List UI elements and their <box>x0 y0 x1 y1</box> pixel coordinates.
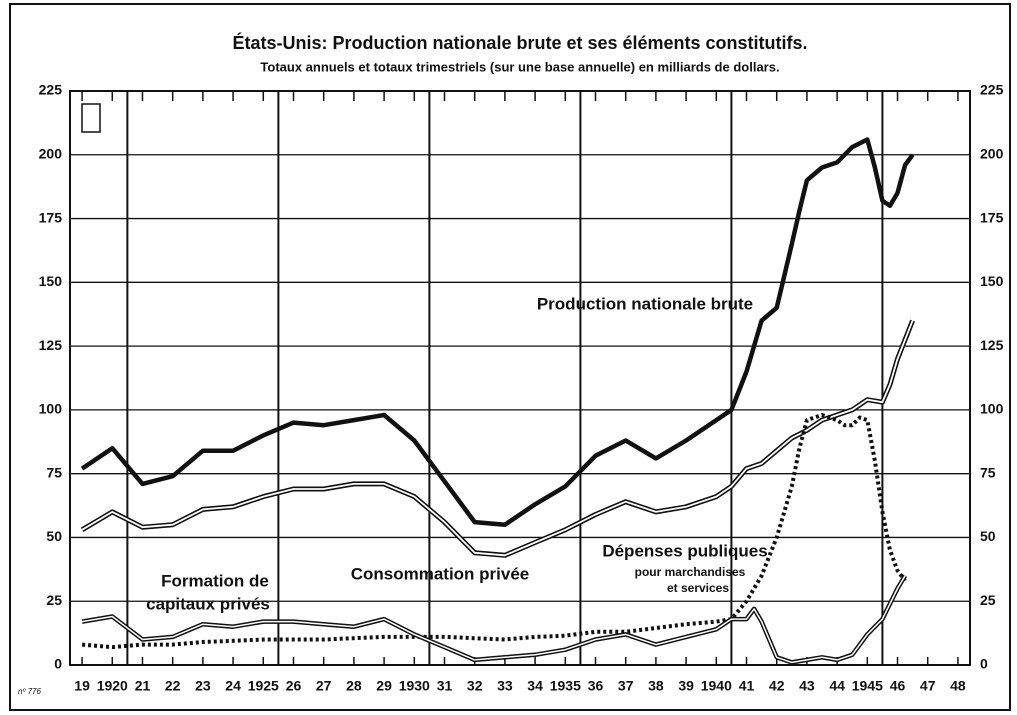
x-tick-label: 29 <box>376 678 392 694</box>
y-tick-label: 150 <box>39 273 63 289</box>
y-tick-label: 100 <box>39 401 63 417</box>
y2-tick-label: 125 <box>980 337 1004 353</box>
y2-tick-label: 50 <box>980 528 996 544</box>
y2-tick-label: 175 <box>980 209 1004 225</box>
series-line-inner <box>81 575 906 664</box>
x-tick-label: 22 <box>165 678 181 694</box>
x-tick-label: 1945 <box>852 678 883 694</box>
y2-tick-label: 100 <box>980 401 1004 417</box>
y-tick-label: 75 <box>46 464 62 480</box>
series-line <box>80 137 915 527</box>
y2-tick-label: 75 <box>980 464 996 480</box>
series-line <box>80 319 915 558</box>
x-tick-label: 24 <box>225 678 241 694</box>
note: nº 776 <box>18 687 41 696</box>
x-tick-label: 1940 <box>701 678 732 694</box>
y-tick-label: 0 <box>54 656 62 672</box>
x-tick-label: 47 <box>920 678 936 694</box>
logo <box>81 103 101 133</box>
y-tick-label: 175 <box>39 209 63 225</box>
x-tick-label: 42 <box>769 678 785 694</box>
annotation: Formation de <box>161 571 269 590</box>
y2-tick-label: 225 <box>980 82 1004 98</box>
annotation: Dépenses publiques <box>602 541 767 560</box>
x-tick-label: 32 <box>467 678 483 694</box>
x-tick-label: 23 <box>195 678 211 694</box>
x-tick-label: 31 <box>437 678 453 694</box>
x-tick-label: 26 <box>286 678 302 694</box>
annotation: capitaux privés <box>146 594 270 613</box>
x-tick-label: 1925 <box>248 678 279 694</box>
chart-title: États-Unis: Production nationale brute e… <box>232 32 807 53</box>
x-tick-label: 48 <box>950 678 966 694</box>
outer-frame <box>9 3 1011 711</box>
y2-tick-label: 150 <box>980 273 1004 289</box>
y2-tick-label: 200 <box>980 145 1004 161</box>
x-tick-label: 38 <box>648 678 664 694</box>
y-tick-label: 50 <box>46 528 62 544</box>
x-tick-label: 43 <box>799 678 815 694</box>
x-tick-label: 1935 <box>550 678 581 694</box>
annotation: et services <box>667 581 729 595</box>
y-tick-label: 225 <box>39 82 63 98</box>
annotation: Production nationale brute <box>537 294 753 313</box>
x-tick-label: 36 <box>588 678 604 694</box>
x-tick-label: 21 <box>135 678 151 694</box>
x-tick-label: 27 <box>316 678 332 694</box>
x-tick-label: 28 <box>346 678 362 694</box>
x-tick-label: 1920 <box>97 678 128 694</box>
y2-tick-label: 0 <box>980 656 988 672</box>
y-tick-label: 200 <box>39 145 63 161</box>
x-tick-label: 44 <box>829 678 845 694</box>
series-line-inner <box>81 320 914 557</box>
x-tick-label: 37 <box>618 678 634 694</box>
x-tick-label: 39 <box>678 678 694 694</box>
x-tick-label: 41 <box>739 678 755 694</box>
x-tick-label: 1930 <box>399 678 430 694</box>
annotation: pour marchandises <box>635 565 746 579</box>
annotation: Consommation privée <box>351 564 530 583</box>
series-line <box>81 413 907 650</box>
y2-tick-label: 25 <box>980 592 996 608</box>
x-tick-label: 19 <box>74 678 90 694</box>
plot-frame <box>69 90 971 666</box>
x-tick-label: 46 <box>890 678 906 694</box>
x-tick-label: 34 <box>527 678 543 694</box>
y-tick-label: 125 <box>39 337 63 353</box>
chart-subtitle: Totaux annuels et totaux trimestriels (s… <box>260 59 779 74</box>
x-tick-label: 33 <box>497 678 513 694</box>
y-tick-label: 25 <box>46 592 62 608</box>
